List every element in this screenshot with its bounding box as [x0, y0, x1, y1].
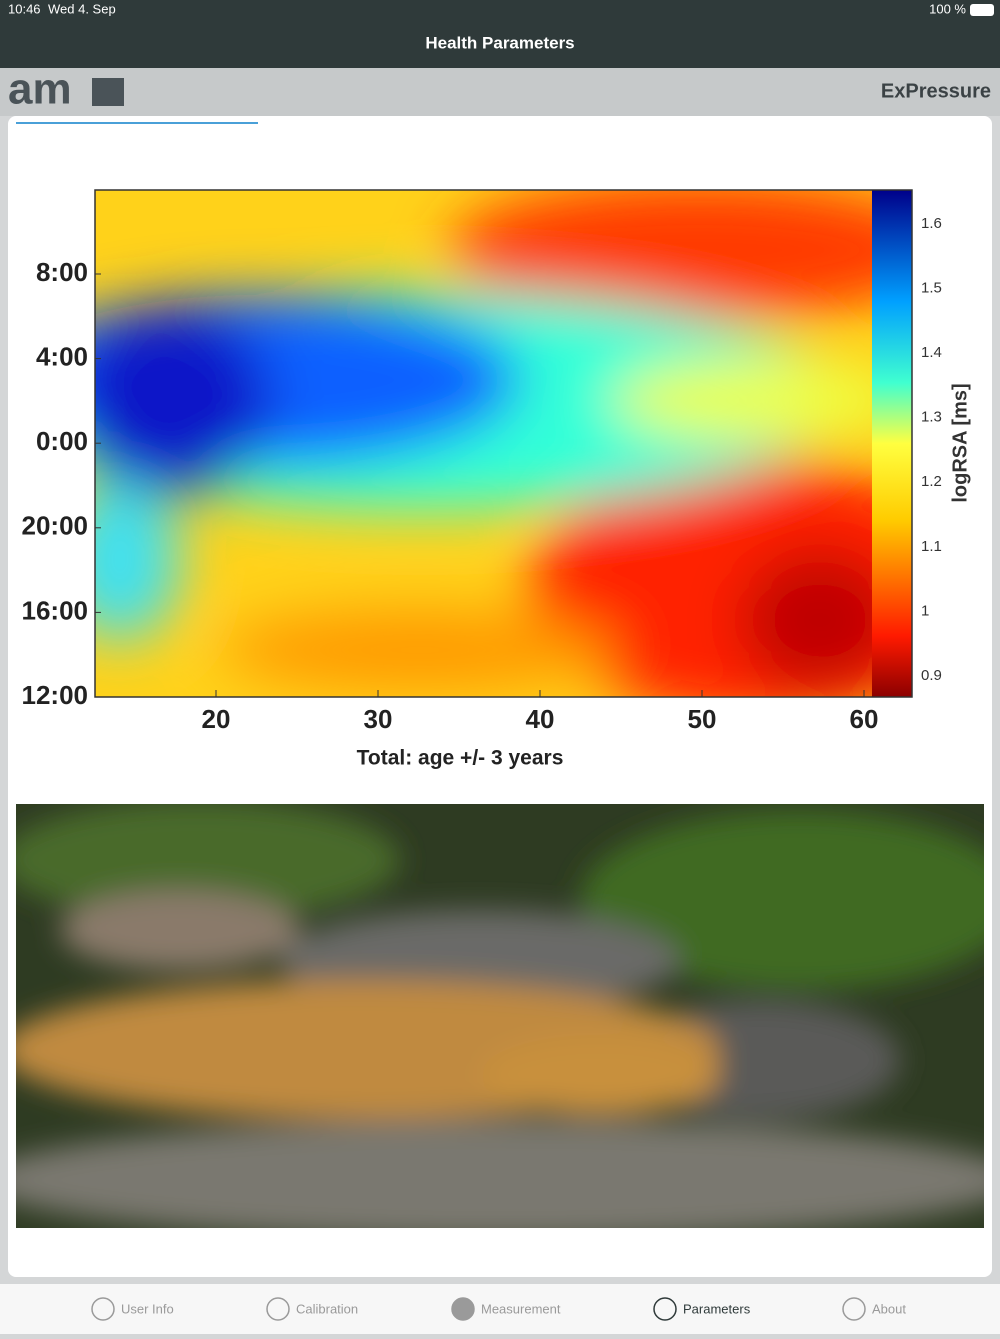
colorbar-label: 1.1	[921, 538, 942, 555]
logo-mark	[92, 78, 124, 106]
colorbar-label: 0.9	[921, 667, 942, 684]
y-tick-label: 12:00	[22, 680, 89, 710]
tab-icon[interactable]	[451, 1297, 475, 1321]
tab-bar	[0, 1284, 1000, 1334]
x-tick-label: 30	[364, 704, 393, 734]
colorbar-label: 1.4	[921, 344, 942, 361]
x-axis-title: Total: age +/- 3 years	[357, 747, 564, 770]
status-date: Wed 4. Sep	[48, 1, 116, 16]
x-tick-label: 60	[850, 704, 879, 734]
tab-icon[interactable]	[266, 1297, 290, 1321]
tab-label[interactable]: Parameters	[683, 1301, 751, 1316]
colorbar-label: 1	[921, 602, 929, 619]
colorbar-label: 1.3	[921, 409, 942, 426]
status-time: 10:46	[8, 1, 41, 16]
nav-bar	[0, 0, 1000, 68]
colorbar-label: 1.5	[921, 279, 942, 296]
tab-label[interactable]: User Info	[121, 1301, 174, 1316]
colorbar-label: 1.2	[921, 473, 942, 490]
y-tick-label: 20:00	[22, 511, 89, 541]
tab-icon[interactable]	[653, 1297, 677, 1321]
tab-icon[interactable]	[842, 1297, 866, 1321]
status-battery: 100 %	[929, 1, 966, 16]
x-tick-label: 50	[688, 704, 717, 734]
y-tick-label: 4:00	[36, 341, 88, 371]
photo	[16, 804, 984, 1228]
y-tick-label: 0:00	[36, 426, 88, 456]
y-tick-label: 8:00	[36, 257, 88, 287]
battery-icon	[970, 4, 994, 16]
header-title: Health Parameters	[425, 33, 574, 52]
x-tick-label: 20	[202, 704, 231, 734]
tab-label[interactable]: Calibration	[296, 1301, 358, 1316]
colorbar-title: logRSA [ms]	[949, 383, 971, 502]
tab-icon[interactable]	[91, 1297, 115, 1321]
brand-logo: am	[8, 65, 72, 114]
tab-label[interactable]: Measurement	[481, 1301, 561, 1316]
y-tick-label: 16:00	[22, 595, 89, 625]
tab-label[interactable]: About	[872, 1301, 906, 1316]
brand-bar	[0, 68, 1000, 116]
x-tick-label: 40	[526, 704, 555, 734]
colorbar-label: 1.6	[921, 215, 942, 232]
app-name: ExPressure	[881, 80, 991, 102]
heatmap	[95, 190, 872, 697]
colorbar	[872, 190, 912, 697]
